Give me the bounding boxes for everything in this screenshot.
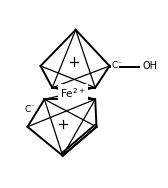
Text: ⁻: ⁻	[30, 102, 34, 111]
Text: OH: OH	[142, 61, 157, 71]
Text: C: C	[24, 105, 31, 114]
Text: ⁻: ⁻	[118, 59, 122, 68]
Text: C: C	[112, 61, 118, 70]
Text: Fe$^{2+}$: Fe$^{2+}$	[60, 86, 86, 100]
